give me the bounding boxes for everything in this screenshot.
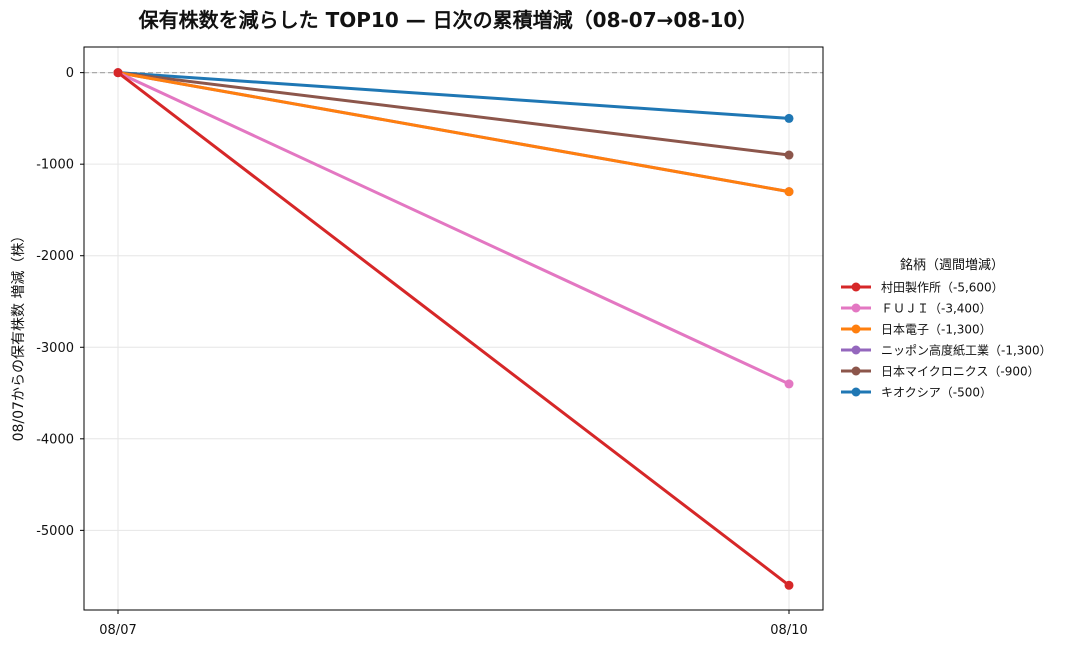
legend: 銘柄（週間増減） 村田製作所（-5,600） ＦＵＪＩ（-3,400） 日本電子（-… (841, 257, 1052, 400)
series-line (116, 71, 791, 587)
y-tick-label: -1000 (36, 158, 74, 173)
series-lines (113, 68, 794, 590)
legend-item-label: ニッポン高度紙工業（-1,300） (881, 343, 1052, 358)
y-axis-ticks: 0 -1000 -2000 -3000 -4000 -5000 (36, 66, 84, 539)
series-line (116, 71, 791, 120)
legend-title: 銘柄（週間増減） (900, 257, 1004, 273)
y-axis-label: 08/07からの保有株数 増減（株） (10, 229, 27, 442)
x-tick-label: 08/10 (770, 623, 807, 638)
data-point (784, 580, 794, 590)
legend-swatch-marker (851, 366, 861, 376)
plot-frame (83, 46, 824, 611)
legend-items: 村田製作所（-5,600） ＦＵＪＩ（-3,400） 日本電子（-1,300） ニッポ… (841, 281, 1052, 400)
data-point (784, 379, 794, 389)
series-line (116, 71, 791, 157)
series-line (116, 71, 791, 386)
legend-item-label: 日本電子（-1,300） (881, 323, 992, 337)
y-tick-label: -5000 (36, 524, 74, 539)
data-point (784, 113, 794, 123)
series-line (116, 71, 791, 194)
grid (84, 47, 823, 610)
data-point (113, 68, 123, 78)
data-point (784, 187, 794, 197)
chart-title: 保有株数を減らした TOP10 — 日次の累積増減（08-07→08-10） (138, 8, 758, 32)
legend-swatch-marker (851, 387, 861, 397)
legend-item-label: キオクシア（-500） (881, 386, 992, 400)
legend-swatch-marker (851, 345, 861, 355)
legend-swatch-marker (851, 324, 861, 334)
legend-item-label: 日本マイクロニクス（-900） (881, 365, 1040, 379)
legend-item-label: ＦＵＪＩ（-3,400） (881, 302, 992, 316)
legend-swatch-marker (851, 282, 861, 292)
data-point (784, 150, 794, 160)
x-tick-label: 08/07 (99, 623, 136, 638)
y-tick-label: -4000 (36, 432, 74, 447)
y-tick-label: -2000 (36, 249, 74, 264)
y-tick-label: 0 (66, 66, 74, 81)
legend-item-label: 村田製作所（-5,600） (881, 281, 1004, 295)
x-axis-ticks: 08/07 08/10 (99, 610, 808, 638)
legend-swatch-marker (851, 303, 861, 313)
y-tick-label: -3000 (36, 341, 74, 356)
